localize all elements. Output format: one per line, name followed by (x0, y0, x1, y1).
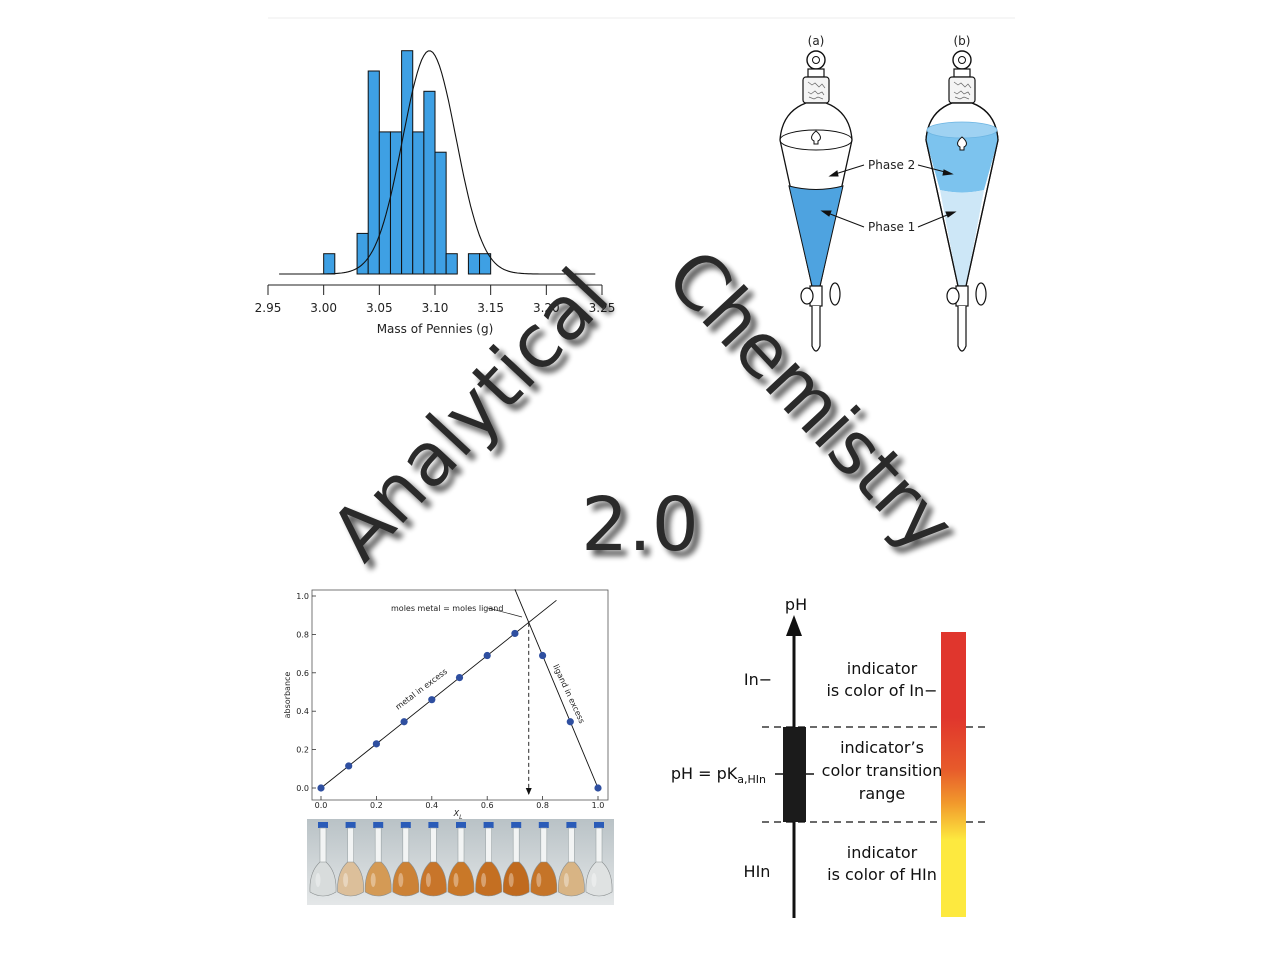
histogram-bar (434, 151, 447, 275)
histogram-tick-label: 3.00 (310, 301, 337, 315)
histogram-bar (401, 50, 414, 275)
phase-2-label: Phase 2 (868, 158, 915, 172)
lower-text-line2: is color of HIn (827, 865, 937, 884)
histogram-tick-label: 3.05 (366, 301, 393, 315)
funnel-a-label: (a) (808, 34, 825, 48)
job-y-tick-label: 0.6 (296, 669, 309, 678)
upper-text-line2: is color of In− (826, 681, 937, 700)
volumetric-flask (392, 822, 420, 897)
job-data-point (539, 651, 547, 660)
volumetric-flask (364, 822, 392, 897)
volumetric-flask (558, 822, 585, 897)
job-x-symbol: X (453, 809, 460, 818)
volumetric-flask (337, 822, 364, 897)
job-plot-ticks: 0.0 0.2 0.4 0.6 0.8 1.0 0.0 0.2 0.4 0.6 0.8 1.0 (296, 592, 604, 810)
job-method-plot: 0.0 0.2 0.4 0.6 0.8 1.0 0.0 0.2 0.4 0.6 0.8 1.0 abs… (283, 589, 609, 821)
ph-axis-arrow-icon (786, 615, 802, 636)
lower-text-line1: indicator (847, 843, 918, 862)
equivalence-pointer (487, 607, 523, 618)
volumetric-flask (475, 822, 502, 897)
job-plot-y-label: absorbance (283, 672, 292, 719)
job-data-point (455, 674, 464, 682)
normal-distribution-curve (279, 50, 596, 275)
histogram-tick-label: 3.20 (533, 301, 560, 315)
job-y-tick-label: 0.4 (296, 707, 309, 716)
histogram-bar (423, 90, 436, 275)
title-version: 2.0 (581, 482, 699, 568)
equivalence-arrow-icon (525, 788, 532, 795)
histogram-tick-label: 3.10 (422, 301, 449, 315)
job-x-tick-label: 0.8 (536, 801, 549, 810)
upper-text-line1: indicator (847, 659, 918, 678)
job-data-point (483, 651, 491, 660)
histogram-x-label: Mass of Pennies (g) (377, 322, 494, 336)
penny-mass-histogram: 2.95 3.00 3.05 3.10 3.15 3.20 3.25 Mass of Pen… (255, 17, 1015, 336)
volumetric-flask (309, 822, 337, 897)
histogram-bar (445, 253, 458, 275)
job-x-tick-label: 0.2 (370, 801, 383, 810)
histogram-bar (367, 70, 380, 275)
histogram-tick-label: 2.95 (255, 301, 282, 315)
pka-prefix: pH = pK (671, 764, 738, 783)
phase-1-label: Phase 1 (868, 220, 915, 234)
job-plot-frame (311, 589, 609, 801)
ligand-excess-line (514, 589, 599, 789)
job-x-subscript: L (459, 814, 462, 821)
job-x-tick-label: 0.4 (425, 801, 438, 810)
job-plot-points (317, 629, 602, 792)
funnel-a (779, 50, 853, 352)
job-data-point (372, 740, 380, 748)
flask-row (309, 822, 613, 897)
histogram-bar (467, 253, 481, 275)
job-data-point (566, 718, 574, 726)
job-plot-x-label: XL (453, 809, 463, 821)
phase-arrows (820, 164, 957, 228)
job-data-point (345, 762, 353, 770)
in-minus-label: In− (744, 670, 772, 689)
histogram-tick-label: 3.25 (589, 301, 616, 315)
indicator-ph-diagram: pH In− HIn pH = pKa,HIn indicator is col… (671, 595, 990, 918)
transition-range-bar (783, 727, 806, 822)
middle-text-line1: indicator’s (840, 738, 924, 757)
volumetric-flasks-photo (307, 819, 614, 905)
histogram-bar (412, 131, 425, 275)
pka-subscript: a,HIn (737, 773, 766, 786)
job-y-tick-label: 0.8 (296, 630, 309, 639)
volumetric-flask (530, 822, 558, 897)
ph-axis-label: pH (785, 595, 807, 614)
indicator-color-bar (941, 632, 966, 917)
histogram-bars (323, 50, 492, 275)
job-data-point (511, 629, 519, 638)
job-y-tick-label: 0.0 (296, 784, 309, 793)
job-y-tick-label: 0.2 (296, 746, 309, 755)
funnel-b-label: (b) (954, 34, 971, 48)
separatory-funnels-diagram: (a) (b) (779, 34, 999, 352)
equivalence-annotation: moles metal = moles ligand (391, 604, 503, 613)
middle-text-line2: color transition (822, 761, 943, 780)
volumetric-flask (420, 822, 447, 897)
volumetric-flask (447, 822, 475, 897)
job-x-tick-label: 0.6 (481, 801, 494, 810)
histogram-bar (323, 253, 336, 275)
pka-label: pH = pKa,HIn (671, 764, 766, 786)
middle-text-line3: range (859, 784, 906, 803)
hin-label: HIn (744, 862, 771, 881)
title-word-analytical: Analytical (314, 253, 625, 577)
volumetric-flask (585, 822, 613, 897)
job-data-point (428, 696, 436, 704)
funnel-b (925, 50, 999, 352)
histogram-x-ticks: 2.95 3.00 3.05 3.10 3.15 3.20 3.25 (255, 285, 616, 315)
volumetric-flask (502, 822, 530, 897)
job-y-tick-label: 1.0 (296, 592, 309, 601)
job-data-point (400, 718, 408, 726)
job-data-point (594, 784, 602, 792)
job-x-tick-label: 0.0 (315, 801, 328, 810)
histogram-bar (479, 253, 492, 275)
job-x-tick-label: 1.0 (592, 801, 605, 810)
job-data-point (317, 784, 325, 792)
histogram-tick-label: 3.15 (477, 301, 504, 315)
